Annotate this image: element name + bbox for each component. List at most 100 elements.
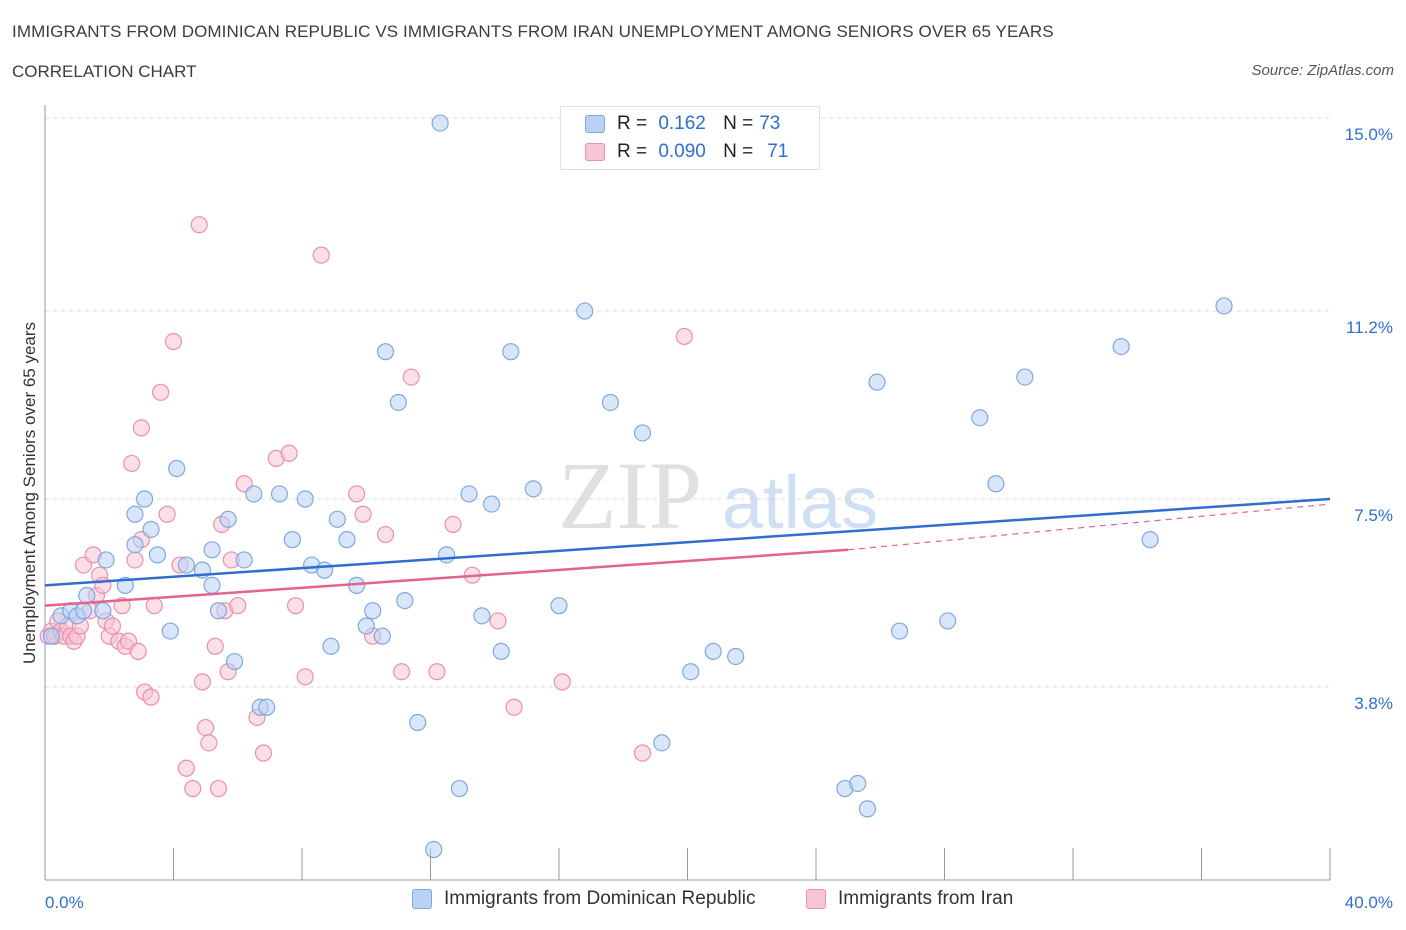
dominican-point: [633, 424, 652, 442]
dominican-point: [704, 642, 722, 661]
dominican-point: [258, 698, 276, 716]
dominican-point: [482, 495, 501, 513]
iran-point: [129, 642, 147, 661]
x-tick-label: 40.0%: [1345, 893, 1393, 912]
dominican-point: [727, 647, 745, 666]
dominican-point: [209, 602, 228, 620]
dominican-point: [225, 652, 244, 671]
dominican-point: [328, 510, 346, 528]
iran-point: [190, 216, 208, 234]
dominican-point: [450, 779, 469, 798]
iran-point: [280, 444, 298, 462]
legend-item-iran[interactable]: Immigrants from Iran: [806, 888, 1013, 910]
dominican-point: [177, 556, 195, 574]
dominican-point: [283, 531, 301, 549]
dominican-point: [473, 607, 491, 625]
dominican-points: [42, 114, 1233, 859]
dominican-point: [425, 840, 443, 859]
iran-point: [177, 759, 195, 777]
y-axis-label: Unemployment Among Seniors over 65 years: [20, 322, 39, 664]
n-value: 73: [759, 113, 781, 134]
iran-point: [633, 744, 652, 762]
dominican-point: [203, 541, 221, 559]
iran-point: [200, 734, 218, 752]
iran-point: [209, 779, 228, 798]
dominican-point: [1112, 338, 1130, 356]
blue-swatch: [585, 115, 605, 133]
iran-point: [296, 668, 314, 686]
iran-point: [206, 637, 224, 655]
dominican-point: [431, 114, 449, 132]
dominican-point: [396, 591, 414, 610]
dominican-point: [460, 485, 478, 503]
dominican-point: [376, 343, 395, 361]
dominican-point: [682, 663, 700, 681]
iran-point: [94, 576, 112, 594]
dominican-point: [78, 586, 96, 605]
dominican-point: [142, 520, 160, 539]
dominican-point: [148, 546, 167, 564]
iran-point: [158, 505, 176, 523]
chart-subtitle: CORRELATION CHART: [12, 62, 197, 81]
dominican-point: [437, 546, 456, 564]
r-value: 0.162: [658, 113, 706, 134]
dominican-point: [601, 393, 620, 412]
iran-point: [145, 597, 163, 615]
dominican-point: [126, 536, 144, 554]
dominican-point: [524, 480, 542, 498]
iran-point: [428, 663, 446, 681]
axes: [44, 105, 1331, 881]
dominican-point: [1215, 297, 1233, 315]
dominican-point: [296, 490, 314, 508]
dominican-point: [971, 409, 989, 427]
pink-swatch: [806, 889, 826, 909]
dominican-point: [1141, 531, 1159, 549]
iran-point: [132, 419, 150, 437]
n-label: N =: [723, 113, 754, 134]
iran-trend-line: [44, 548, 849, 607]
dominican-point: [653, 734, 671, 752]
dominican-point: [357, 617, 375, 635]
dominican-point: [502, 343, 520, 361]
iran-point: [103, 617, 122, 635]
stats-row-dominican: R = 0.162 N = 73: [585, 111, 780, 137]
iran-point: [348, 485, 366, 503]
iran-point: [444, 515, 462, 534]
y-tick-label: 11.2%: [1346, 318, 1393, 337]
dominican-point: [890, 622, 909, 640]
iran-point: [142, 688, 160, 706]
legend-label-iran: Immigrants from Iran: [838, 888, 1014, 909]
dominican-point: [219, 510, 237, 528]
dominican-point: [135, 490, 154, 508]
dominican-point: [1016, 368, 1034, 386]
source-label: Source: ZipAtlas.com: [1251, 62, 1394, 79]
iran-point: [197, 718, 215, 737]
dominican-point: [550, 597, 568, 615]
iran-point: [392, 663, 411, 681]
n-value: 71: [767, 141, 789, 162]
dominican-point: [868, 373, 886, 391]
legend-item-dominican[interactable]: Immigrants from Dominican Republic: [412, 888, 756, 910]
dominican-point: [203, 576, 221, 594]
iran-point: [184, 779, 202, 798]
iran-point: [164, 332, 183, 351]
r-value: 0.090: [658, 141, 706, 162]
dominican-point: [373, 627, 391, 645]
legend-label-dominican: Immigrants from Dominican Republic: [444, 888, 756, 909]
stats-row-iran: R = 0.090 N = 71: [585, 139, 788, 165]
x-tick-label: 0.0%: [45, 893, 84, 912]
dominican-point: [94, 602, 112, 620]
dominican-point: [315, 561, 334, 579]
dominican-point: [322, 637, 340, 655]
y-tick-label: 15.0%: [1345, 125, 1393, 144]
tick-labels: 3.8% 7.5% 11.2% 15.0% 0.0% 40.0%: [45, 125, 1393, 912]
dominican-point: [270, 485, 289, 503]
dominican-point: [939, 612, 957, 630]
iran-point: [254, 744, 273, 762]
dominican-point: [858, 800, 877, 818]
dominican-point: [409, 713, 427, 732]
y-tick-label: 7.5%: [1354, 506, 1393, 525]
r-label: R =: [617, 113, 648, 134]
dominican-point: [389, 393, 407, 412]
iran-point: [312, 246, 330, 264]
